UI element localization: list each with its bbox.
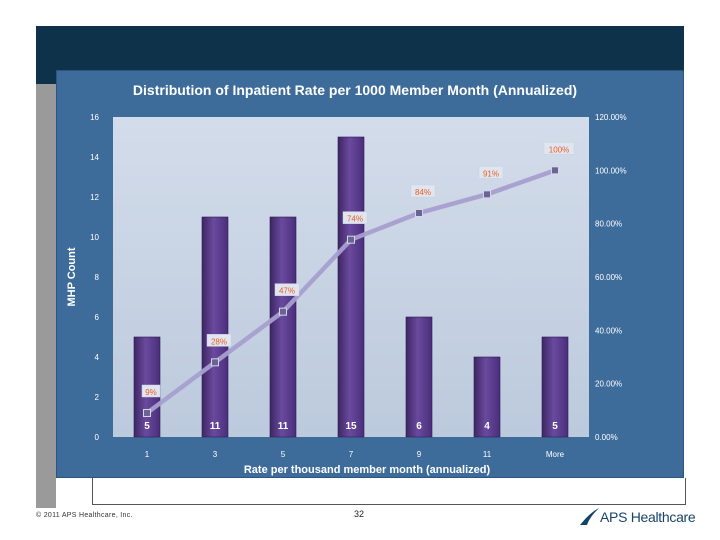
x-tick-label: 1 [145, 450, 150, 459]
bar [337, 136, 365, 438]
cumulative-point [415, 209, 423, 217]
y2-ticks: 0.00% 20.00% 40.00% 60.00% 80.00% 100.00% 120.… [595, 113, 627, 442]
cumulative-point [551, 166, 559, 175]
cumulative-label: 9% [145, 388, 157, 397]
x-tick-label: 5 [281, 450, 286, 459]
bar-value-label: 6 [416, 421, 422, 432]
y-axis-label: MHP Count [66, 247, 78, 306]
cumulative-point [279, 307, 287, 316]
footer-copyright: © 2011 APS Healthcare, Inc. [36, 512, 133, 519]
y-tick-label: 6 [95, 313, 100, 322]
bar-value-label: 15 [345, 421, 357, 432]
chart: Distribution of Inpatient Rate per 1000 … [66, 82, 627, 476]
slide-frame [92, 478, 686, 505]
y2-tick-label: 20.00% [595, 380, 622, 389]
bar-value-label: 11 [278, 421, 289, 432]
cumulative-point [347, 235, 355, 244]
y-tick-label: 2 [95, 393, 100, 402]
y2-tick-label: 100.00% [595, 166, 627, 175]
cumulative-point [143, 409, 151, 417]
cumulative-label: 91% [483, 169, 499, 178]
x-tick-label: 9 [417, 450, 422, 459]
brand-name: APS Healthcare [600, 509, 696, 525]
bar [269, 216, 297, 438]
chart-title: Distribution of Inpatient Rate per 1000 … [133, 82, 577, 98]
x-tick-label: 3 [213, 450, 218, 459]
bars [133, 136, 569, 438]
cumulative-label: 28% [211, 337, 227, 346]
bar-value-label: 5 [552, 421, 558, 432]
x-tick-label: More [546, 450, 565, 459]
bar-value-label: 5 [144, 421, 150, 432]
cumulative-label: 84% [415, 188, 431, 197]
bar [405, 316, 433, 438]
cumulative-label-box [410, 184, 436, 198]
brand-swoosh-icon [580, 508, 599, 525]
bar-labels: 5 11 11 15 6 4 5 [144, 421, 558, 432]
cumulative-points [143, 166, 559, 417]
bar [201, 216, 229, 438]
page-number: 32 [354, 509, 365, 519]
bar-value-label: 11 [210, 421, 221, 432]
bar [541, 336, 569, 438]
cumulative-label: 47% [279, 287, 295, 296]
y-ticks: 0 2 4 6 8 10 12 14 16 [90, 113, 99, 442]
cumulative-label-box [478, 166, 504, 179]
bar-value-label: 4 [484, 421, 490, 432]
y-tick-label: 14 [90, 153, 99, 162]
left-stripe [36, 84, 56, 508]
cumulative-labels: 9% 28% 47% 74% 84% 91% 100% [141, 142, 575, 398]
y2-tick-label: 120.00% [595, 113, 627, 122]
cumulative-label-box [342, 211, 368, 224]
y-tick-label: 12 [90, 193, 99, 202]
cumulative-label-box [274, 283, 300, 296]
y2-tick-label: 80.00% [595, 220, 622, 229]
cumulative-label: 100% [549, 145, 569, 154]
y2-tick-label: 40.00% [595, 326, 622, 335]
cumulative-label-box [543, 142, 575, 155]
y-tick-label: 10 [90, 233, 99, 242]
cumulative-label-box [141, 384, 161, 398]
y-tick-label: 0 [95, 433, 100, 442]
x-tick-label: 11 [483, 450, 492, 459]
chart-panel: Distribution of Inpatient Rate per 1000 … [56, 70, 684, 478]
cumulative-point [211, 358, 219, 367]
x-tick-label: 7 [349, 450, 354, 459]
cumulative-label-box [206, 334, 232, 347]
y-tick-label: 8 [95, 273, 100, 282]
y2-tick-label: 0.00% [595, 433, 618, 442]
cumulative-label: 74% [347, 215, 363, 224]
y2-tick-label: 60.00% [595, 273, 622, 282]
cumulative-point [483, 190, 491, 199]
brand-logo: APS Healthcare [578, 506, 696, 528]
x-ticks: 1 3 5 7 9 11 More [145, 450, 565, 459]
y-tick-label: 4 [95, 353, 100, 362]
y-tick-label: 16 [90, 113, 99, 122]
x-axis-label: Rate per thousand member month (annualiz… [244, 464, 491, 476]
bar [473, 356, 501, 438]
